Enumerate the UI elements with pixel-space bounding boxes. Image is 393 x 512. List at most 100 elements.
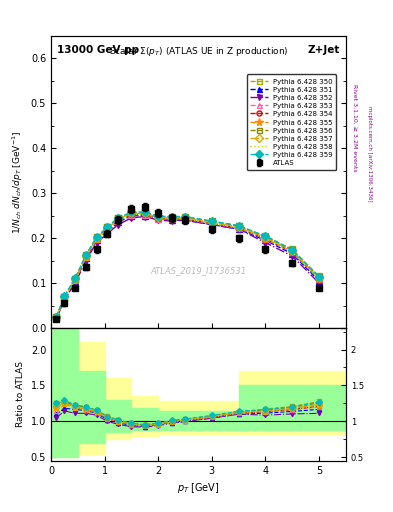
Pythia 6.428 355 <box>143 210 147 217</box>
Pythia 6.428 353 <box>143 211 147 218</box>
Pythia 6.428 353 <box>290 249 295 255</box>
Pythia 6.428 353 <box>84 254 88 261</box>
Pythia 6.428 357 <box>236 224 241 230</box>
Pythia 6.428 359 <box>129 209 134 215</box>
Pythia 6.428 357 <box>84 253 88 259</box>
Pythia 6.428 355 <box>209 219 214 225</box>
Pythia 6.428 351 <box>62 296 67 302</box>
Pythia 6.428 359 <box>209 218 214 224</box>
Pythia 6.428 351 <box>73 278 77 284</box>
Pythia 6.428 356 <box>209 219 214 225</box>
Pythia 6.428 359 <box>290 247 295 253</box>
Pythia 6.428 352 <box>209 222 214 228</box>
Pythia 6.428 350 <box>94 235 99 241</box>
Pythia 6.428 354 <box>73 276 77 283</box>
Pythia 6.428 356 <box>94 234 99 240</box>
Pythia 6.428 350 <box>73 275 77 282</box>
Pythia 6.428 351 <box>94 237 99 243</box>
Pythia 6.428 350 <box>62 293 67 300</box>
Pythia 6.428 355 <box>94 236 99 242</box>
Pythia 6.428 357 <box>116 216 120 222</box>
Pythia 6.428 357 <box>183 215 187 221</box>
Pythia 6.428 353 <box>317 276 321 283</box>
Pythia 6.428 356 <box>169 214 174 220</box>
Pythia 6.428 352 <box>105 230 110 237</box>
Pythia 6.428 357 <box>263 234 268 241</box>
Pythia 6.428 356 <box>156 214 161 220</box>
Pythia 6.428 353 <box>236 225 241 231</box>
Pythia 6.428 355 <box>129 210 134 217</box>
Pythia 6.428 351 <box>105 228 110 234</box>
Pythia 6.428 352 <box>84 258 88 264</box>
Pythia 6.428 356 <box>62 293 67 300</box>
Line: Pythia 6.428 354: Pythia 6.428 354 <box>54 211 322 320</box>
Pythia 6.428 358 <box>209 220 214 226</box>
Pythia 6.428 359 <box>169 214 174 220</box>
Line: Pythia 6.428 359: Pythia 6.428 359 <box>54 209 322 319</box>
Pythia 6.428 354 <box>129 211 134 218</box>
Pythia 6.428 359 <box>183 214 187 220</box>
Line: Pythia 6.428 351: Pythia 6.428 351 <box>54 213 322 321</box>
Pythia 6.428 358 <box>116 217 120 223</box>
Pythia 6.428 359 <box>263 233 268 240</box>
Text: mcplots.cern.ch [arXiv:1306.3436]: mcplots.cern.ch [arXiv:1306.3436] <box>367 106 373 201</box>
Pythia 6.428 358 <box>236 225 241 231</box>
Pythia 6.428 353 <box>73 277 77 283</box>
Pythia 6.428 354 <box>116 217 120 223</box>
Pythia 6.428 352 <box>94 240 99 246</box>
Pythia 6.428 351 <box>143 212 147 219</box>
Pythia 6.428 357 <box>290 248 295 254</box>
Pythia 6.428 355 <box>183 215 187 221</box>
Line: Pythia 6.428 357: Pythia 6.428 357 <box>54 210 322 320</box>
Pythia 6.428 356 <box>54 314 59 320</box>
Pythia 6.428 354 <box>263 236 268 242</box>
Pythia 6.428 359 <box>62 293 67 299</box>
Pythia 6.428 354 <box>317 276 321 282</box>
Pythia 6.428 351 <box>84 255 88 262</box>
Pythia 6.428 359 <box>236 222 241 228</box>
Pythia 6.428 354 <box>209 220 214 226</box>
Pythia 6.428 350 <box>116 215 120 221</box>
Pythia 6.428 350 <box>105 224 110 230</box>
Pythia 6.428 354 <box>62 294 67 300</box>
Pythia 6.428 351 <box>290 251 295 257</box>
Pythia 6.428 357 <box>209 219 214 225</box>
Pythia 6.428 359 <box>73 275 77 281</box>
Pythia 6.428 354 <box>236 225 241 231</box>
Pythia 6.428 352 <box>116 222 120 228</box>
Pythia 6.428 357 <box>317 275 321 281</box>
Line: Pythia 6.428 350: Pythia 6.428 350 <box>54 210 322 319</box>
Pythia 6.428 353 <box>105 227 110 233</box>
Pythia 6.428 350 <box>317 273 321 280</box>
Pythia 6.428 356 <box>73 275 77 282</box>
Pythia 6.428 357 <box>94 235 99 241</box>
Pythia 6.428 359 <box>317 274 321 280</box>
Pythia 6.428 352 <box>236 226 241 232</box>
Pythia 6.428 358 <box>62 294 67 301</box>
Pythia 6.428 357 <box>73 276 77 283</box>
Pythia 6.428 353 <box>263 236 268 242</box>
Pythia 6.428 355 <box>317 275 321 281</box>
Line: Pythia 6.428 352: Pythia 6.428 352 <box>54 214 322 322</box>
Pythia 6.428 354 <box>143 211 147 218</box>
Pythia 6.428 358 <box>94 236 99 242</box>
Pythia 6.428 355 <box>263 234 268 241</box>
Pythia 6.428 355 <box>62 294 67 300</box>
Pythia 6.428 357 <box>143 210 147 217</box>
Pythia 6.428 354 <box>54 314 59 321</box>
Pythia 6.428 353 <box>209 221 214 227</box>
Pythia 6.428 352 <box>263 240 268 246</box>
Pythia 6.428 353 <box>156 216 161 222</box>
Pythia 6.428 354 <box>169 216 174 222</box>
X-axis label: $p_T\;[\mathrm{GeV}]$: $p_T\;[\mathrm{GeV}]$ <box>177 481 220 495</box>
Pythia 6.428 355 <box>73 276 77 283</box>
Pythia 6.428 354 <box>290 249 295 255</box>
Pythia 6.428 352 <box>183 217 187 223</box>
Pythia 6.428 356 <box>143 209 147 216</box>
Legend: Pythia 6.428 350, Pythia 6.428 351, Pythia 6.428 352, Pythia 6.428 353, Pythia 6: Pythia 6.428 350, Pythia 6.428 351, Pyth… <box>247 74 336 170</box>
Pythia 6.428 353 <box>62 294 67 301</box>
Pythia 6.428 352 <box>317 280 321 286</box>
Pythia 6.428 354 <box>94 236 99 242</box>
Y-axis label: $1/N_{ch}\;dN_{ch}/dp_T\;[\mathrm{GeV}^{-1}]$: $1/N_{ch}\;dN_{ch}/dp_T\;[\mathrm{GeV}^{… <box>11 130 25 233</box>
Pythia 6.428 354 <box>105 226 110 232</box>
